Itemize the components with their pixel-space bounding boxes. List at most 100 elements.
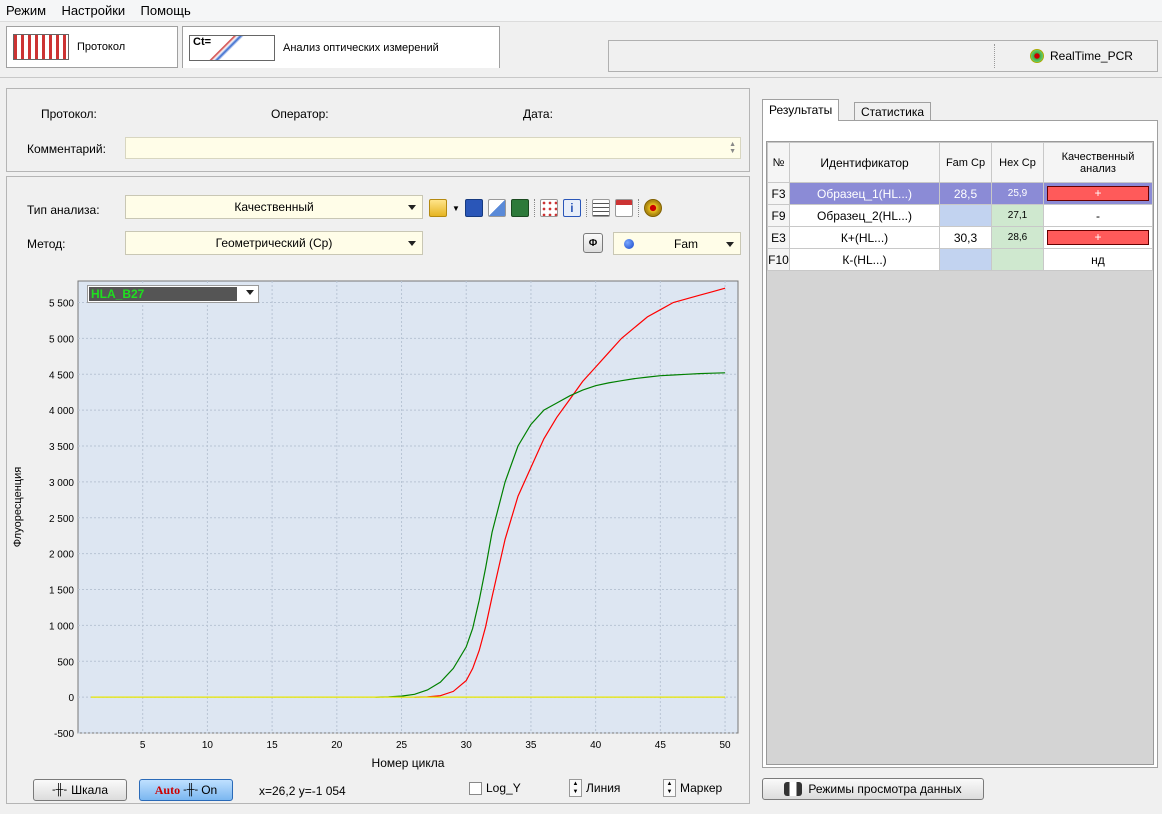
marker-stepper[interactable]: ▲ ▼ Маркер [663, 779, 722, 797]
cell-qual: нд [1043, 248, 1153, 271]
info-icon[interactable]: i [562, 199, 581, 217]
cell-num: F9 [767, 204, 790, 227]
view-modes-icon [784, 782, 803, 796]
x-tick-label: 15 [267, 740, 279, 751]
comment-label: Комментарий: [27, 142, 106, 156]
results-table: № Идентификатор Fam Cp Hex Cp Качественн… [767, 142, 1153, 271]
y-tick-label: 1 000 [49, 621, 74, 632]
date-label: Дата: [523, 107, 553, 121]
col-header-hex: Hex Cp [991, 142, 1044, 183]
comment-input[interactable]: ▲ ▼ [125, 137, 741, 159]
scale-button-label: Шкала [71, 783, 108, 797]
cell-id: Образец_1(HL...) [789, 182, 940, 205]
auto-scale-button[interactable]: Auto -╫- On [139, 779, 233, 801]
settings-gear-icon[interactable] [643, 199, 662, 217]
col-header-qual: Качественный анализ [1043, 142, 1153, 183]
cell-num: F10 [767, 248, 790, 271]
target-value: HLA_B27 [89, 287, 237, 301]
y-tick-label: 0 [68, 693, 74, 704]
tab-statistics[interactable]: Статистика [854, 102, 932, 121]
checklist-icon[interactable] [591, 199, 610, 217]
cell-hex: 25,9 [991, 182, 1044, 205]
analysis-type-select[interactable]: Качественный [125, 195, 423, 219]
report-icon[interactable] [614, 199, 633, 217]
cell-num: E3 [767, 226, 790, 249]
status-area [608, 40, 1158, 72]
app-name: RealTime_PCR [1050, 49, 1133, 63]
cell-hex: 28,6 [991, 226, 1044, 249]
x-tick-label: 5 [140, 740, 146, 751]
line-stepper[interactable]: ▲ ▼ Линия [569, 779, 620, 797]
realtime-pcr-button[interactable]: RealTime_PCR [1014, 44, 1158, 68]
table-row[interactable]: F3 Образец_1(HL...) 28,5 25,9 + [767, 182, 1153, 205]
x-tick-label: 45 [655, 740, 667, 751]
comment-spinner-icon[interactable]: ▲ ▼ [729, 141, 736, 155]
log-y-toggle[interactable]: Log_Y [469, 781, 521, 795]
x-tick-label: 40 [590, 740, 602, 751]
log-y-checkbox[interactable] [469, 781, 482, 795]
tab-protocol[interactable]: Протокол [6, 26, 178, 68]
main-toolbar: Протокол Ct= Анализ оптических измерений… [0, 22, 1162, 78]
ct-icon-text: Ct= [193, 35, 212, 48]
x-tick-label: 30 [461, 740, 473, 751]
chevron-down-icon[interactable]: ▼ [452, 203, 460, 213]
y-tick-label: -500 [54, 729, 74, 740]
plot-area [77, 280, 739, 734]
cell-id: К+(HL...) [789, 226, 940, 249]
tab-protocol-label: Протокол [77, 41, 126, 53]
table-row[interactable]: F9 Образец_2(HL...) 27,1 - [767, 204, 1153, 227]
table-row[interactable]: E3 К+(HL...) 30,3 28,6 + [767, 226, 1153, 249]
results-top [756, 88, 1158, 89]
series-line-1 [414, 287, 726, 698]
results-grid: № Идентификатор Fam Cp Hex Cp Качественн… [766, 141, 1154, 765]
view-modes-button[interactable]: Режимы просмотра данных [762, 778, 984, 800]
cell-id: Образец_2(HL...) [789, 204, 940, 227]
copy-icon[interactable] [487, 199, 506, 217]
cell-fam [939, 248, 992, 271]
plate-wells-icon[interactable] [539, 199, 558, 217]
series-line-2 [375, 372, 726, 698]
positive-badge: + [1047, 230, 1149, 245]
log-y-label: Log_Y [486, 781, 521, 795]
line-label: Линия [586, 781, 621, 795]
channel-select[interactable]: Fam [613, 232, 741, 255]
toolbar-separator [994, 44, 996, 68]
tab-analysis[interactable]: Ct= Анализ оптических измерений [182, 26, 500, 68]
view-modes-label: Режимы просмотра данных [808, 782, 962, 796]
x-tick-label: 10 [202, 740, 214, 751]
tab-statistics-label: Статистика [861, 105, 925, 119]
positive-badge: + [1047, 186, 1149, 201]
marker-label: Маркер [680, 781, 723, 795]
cell-fam: 30,3 [939, 226, 992, 249]
cursor-coords: x=26,2 y=-1 054 [259, 784, 346, 798]
auto-label: Auto [154, 782, 181, 797]
y-tick-label: 5 500 [49, 299, 74, 310]
cell-id: К-(HL...) [789, 248, 940, 271]
menu-mode[interactable]: Режим [6, 3, 47, 18]
tab-results[interactable]: Результаты [762, 99, 840, 121]
y-tick-label: 3 000 [49, 478, 74, 489]
table-row[interactable]: F10 К-(HL...) нд [767, 248, 1153, 271]
spinner-icon[interactable]: ▲ ▼ [569, 779, 582, 797]
phi-button[interactable]: Ф [583, 233, 603, 253]
scale-button[interactable]: -╫- Шкала [33, 779, 127, 801]
protocol-grid-icon [13, 34, 69, 60]
export-icon[interactable] [510, 199, 529, 217]
cell-fam: 28,5 [939, 182, 992, 205]
y-tick-label: 4 500 [49, 370, 74, 381]
method-select[interactable]: Геометрический (Cp) [125, 231, 423, 255]
y-axis: -500 0 500 1 000 1 500 2 000 2 500 3 000 3 500 4 … [49, 299, 74, 740]
menu-settings[interactable]: Настройки [61, 3, 126, 18]
analysis-type-label: Тип анализа: [27, 203, 100, 217]
target-select[interactable]: HLA_B27 [87, 285, 259, 303]
y-tick-label: 1 500 [49, 586, 74, 597]
menu-help[interactable]: Помощь [140, 3, 191, 18]
save-icon[interactable] [464, 199, 483, 217]
y-tick-label: 3 500 [49, 442, 74, 453]
x-tick-label: 35 [525, 740, 537, 751]
chart-series [90, 287, 726, 698]
open-folder-icon[interactable] [429, 199, 447, 217]
spinner-icon[interactable]: ▲ ▼ [663, 779, 676, 797]
cell-hex: 27,1 [991, 204, 1044, 227]
on-label: On [201, 783, 218, 797]
